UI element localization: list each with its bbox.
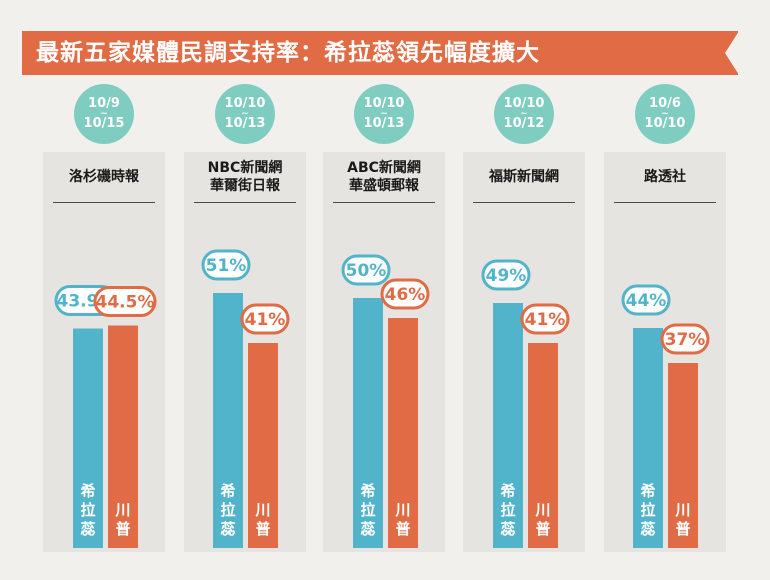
date-start: 10/6 (649, 96, 681, 111)
series-name-label: 希 (80, 482, 95, 500)
series-name-label: 普 (395, 520, 410, 538)
trump-bar (248, 343, 278, 548)
series-name-label: 拉 (640, 501, 655, 519)
poll-panel: NBC新聞網 華爾街日報 (184, 152, 306, 552)
value-label: 51% (206, 256, 247, 276)
clinton-bar (493, 303, 523, 548)
poll-panel: 洛杉磯時報 (43, 152, 165, 552)
series-name-label: 拉 (500, 501, 515, 519)
poll-panel: ABC新聞網 華盛頓郵報 (323, 152, 445, 552)
series-name-label: 拉 (80, 501, 95, 519)
series-name-label: 蕊 (220, 520, 235, 538)
poll-source-line: 路透社 (644, 169, 686, 185)
series-name-label: 川 (674, 501, 690, 519)
poll-panel: 福斯新聞網 (463, 152, 585, 552)
date-badge: 10/10 ~ 10/13 (354, 84, 414, 144)
value-label: 41% (525, 310, 566, 330)
date-badge: 10/9 ~ 10/15 (74, 84, 134, 144)
value-badge (341, 254, 391, 286)
series-name-label: 普 (115, 520, 130, 538)
value-label: 37% (665, 330, 706, 350)
date-end: 10/15 (83, 116, 125, 131)
series-name-label: 普 (535, 520, 550, 538)
poll-source-line: NBC新聞網 (207, 160, 283, 176)
series-name-label: 蕊 (80, 520, 95, 538)
series-name-label: 川 (534, 501, 550, 519)
trump-bar (388, 318, 418, 548)
date-start: 10/9 (88, 96, 120, 111)
date-badge: 10/10 ~ 10/12 (494, 84, 554, 144)
title-banner: 最新五家媒體民調支持率：希拉蕊領先幅度擴大 (22, 31, 739, 75)
poll-source-line: 華爾街日報 (210, 178, 280, 194)
value-badge (520, 303, 570, 335)
date-badge: 10/10 ~ 10/13 (215, 84, 275, 144)
poll-source-line: 福斯新聞網 (489, 169, 559, 185)
value-label: 41% (245, 310, 286, 330)
trump-bar (528, 343, 558, 548)
poll-source: 路透社 (614, 152, 716, 203)
value-badge (240, 303, 290, 335)
series-name-label: 希 (220, 482, 235, 500)
clinton-bar (353, 298, 383, 548)
date-start: 10/10 (363, 96, 405, 111)
series-name-label: 普 (675, 520, 690, 538)
poll-source-line: 華盛頓郵報 (349, 178, 419, 194)
value-label: 44.5% (96, 293, 155, 313)
date-separator: ~ (661, 109, 669, 119)
series-name-label: 希 (500, 482, 515, 500)
series-name-label: 蕊 (360, 520, 375, 538)
series-name-label: 川 (254, 501, 270, 519)
clinton-bar (213, 293, 243, 548)
series-name-label: 希 (640, 482, 655, 500)
date-end: 10/10 (644, 116, 686, 131)
series-name-label: 蕊 (500, 520, 515, 538)
value-badge (380, 278, 430, 310)
poll-source: 福斯新聞網 (473, 152, 575, 203)
series-name-label: 川 (394, 501, 410, 519)
poll-source: 洛杉磯時報 (53, 152, 155, 203)
poll-source: NBC新聞網 華爾街日報 (194, 152, 296, 203)
trump-bar (668, 363, 698, 548)
series-name-label: 希 (360, 482, 375, 500)
date-start: 10/10 (224, 96, 266, 111)
value-label: 44% (626, 291, 667, 311)
value-badge (481, 259, 531, 291)
series-name-label: 蕊 (640, 520, 655, 538)
clinton-bar (73, 328, 103, 548)
series-name-label: 普 (255, 520, 270, 538)
series-name-label: 拉 (220, 501, 235, 519)
date-separator: ~ (380, 109, 388, 119)
date-separator: ~ (520, 109, 528, 119)
poll-source-line: 洛杉磯時報 (69, 169, 139, 185)
value-badge (621, 284, 671, 316)
value-badge (93, 286, 157, 317)
trump-bar (108, 325, 138, 548)
date-separator: ~ (241, 109, 249, 119)
value-label: 50% (346, 261, 387, 281)
poll-panel: 路透社 (604, 152, 726, 552)
chart-title: 最新五家媒體民調支持率：希拉蕊領先幅度擴大 (36, 40, 540, 66)
date-separator: ~ (100, 109, 108, 119)
date-end: 10/13 (363, 116, 405, 131)
value-label: 49% (486, 266, 527, 286)
date-badge: 10/6 ~ 10/10 (635, 84, 695, 144)
date-end: 10/12 (503, 116, 545, 131)
poll-source: ABC新聞網 華盛頓郵報 (333, 152, 435, 203)
value-badge (660, 323, 710, 355)
clinton-bar (633, 328, 663, 548)
poll-source-line: ABC新聞網 (347, 160, 421, 176)
date-start: 10/10 (503, 96, 545, 111)
series-name-label: 拉 (360, 501, 375, 519)
date-end: 10/13 (224, 116, 266, 131)
value-label: 46% (385, 285, 426, 305)
series-name-label: 川 (114, 501, 130, 519)
value-badge (201, 249, 251, 281)
